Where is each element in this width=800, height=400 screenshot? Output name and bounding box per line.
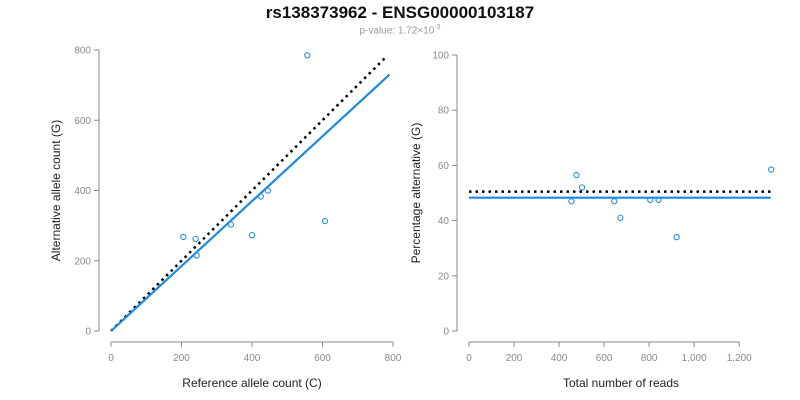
chart-subtitle-pvalue: p-value: 1.72×10-3 [0,24,800,36]
x-tick-label: 800 [641,353,658,364]
data-point [647,196,654,204]
y-tick-label: 200 [74,256,91,267]
data-point [673,234,680,241]
data-point [193,252,200,259]
x-tick-label: 200 [506,353,523,364]
chart-title: rs138373962 - ENSG00000103187 [265,3,535,22]
y-tick-label: 20 [438,271,450,282]
y-tick-label: 0 [443,327,449,338]
data-point [304,52,311,59]
y-tick-label: 800 [74,46,91,57]
y-tick-label: 40 [438,216,450,227]
pvalue-exponent: -3 [434,24,441,31]
chart-panel-2: 0 200 400 600 800 1,000 1,200 0 20 40 60 80 100 Total… [409,51,775,390]
y-tick-label: 600 [74,116,91,127]
x-tick-label: 0 [108,353,114,364]
data-point [611,198,618,205]
x-tick-label: 600 [596,353,613,364]
data-point [257,193,264,200]
x-tick-label: 0 [466,353,472,364]
y-tick-label: 60 [438,161,450,172]
data-point [264,187,272,194]
x-tick-label: 400 [551,353,568,364]
x-tick-label: 200 [173,353,190,364]
x-tick-label: 1,000 [682,353,707,364]
data-point [768,166,775,173]
y-tick-label: 0 [85,327,91,338]
data-point [192,235,199,243]
y-axis-label: Alternative allele count (G) [49,120,63,261]
data-point [568,198,575,205]
x-tick-label: 600 [314,353,331,364]
data-point [655,196,662,204]
y-tick-label: 100 [432,51,449,62]
y-axis-label: Percentage alternative (G) [409,123,423,264]
data-point [578,184,586,191]
chart-panel-1: 0 200 400 600 800 0 200 400 600 800 Reference alle… [49,46,402,391]
x-tick-label: 400 [244,353,261,364]
pvalue-text: p-value: 1.72×10 [359,25,435,37]
data-point [573,171,580,179]
regression-line [110,73,391,332]
data-point [248,231,256,239]
data-point [321,217,329,225]
y-tick-label: 400 [74,186,91,197]
x-tick-label: 800 [385,353,402,364]
y-tick-label: 80 [438,106,450,117]
data-point [180,233,187,241]
data-point [617,214,624,221]
reference-line [110,56,387,332]
x-axis-label: Total number of reads [563,376,679,390]
x-tick-label: 1,200 [727,353,752,364]
data-point [227,221,234,228]
x-axis-label: Reference allele count (C) [182,376,321,390]
